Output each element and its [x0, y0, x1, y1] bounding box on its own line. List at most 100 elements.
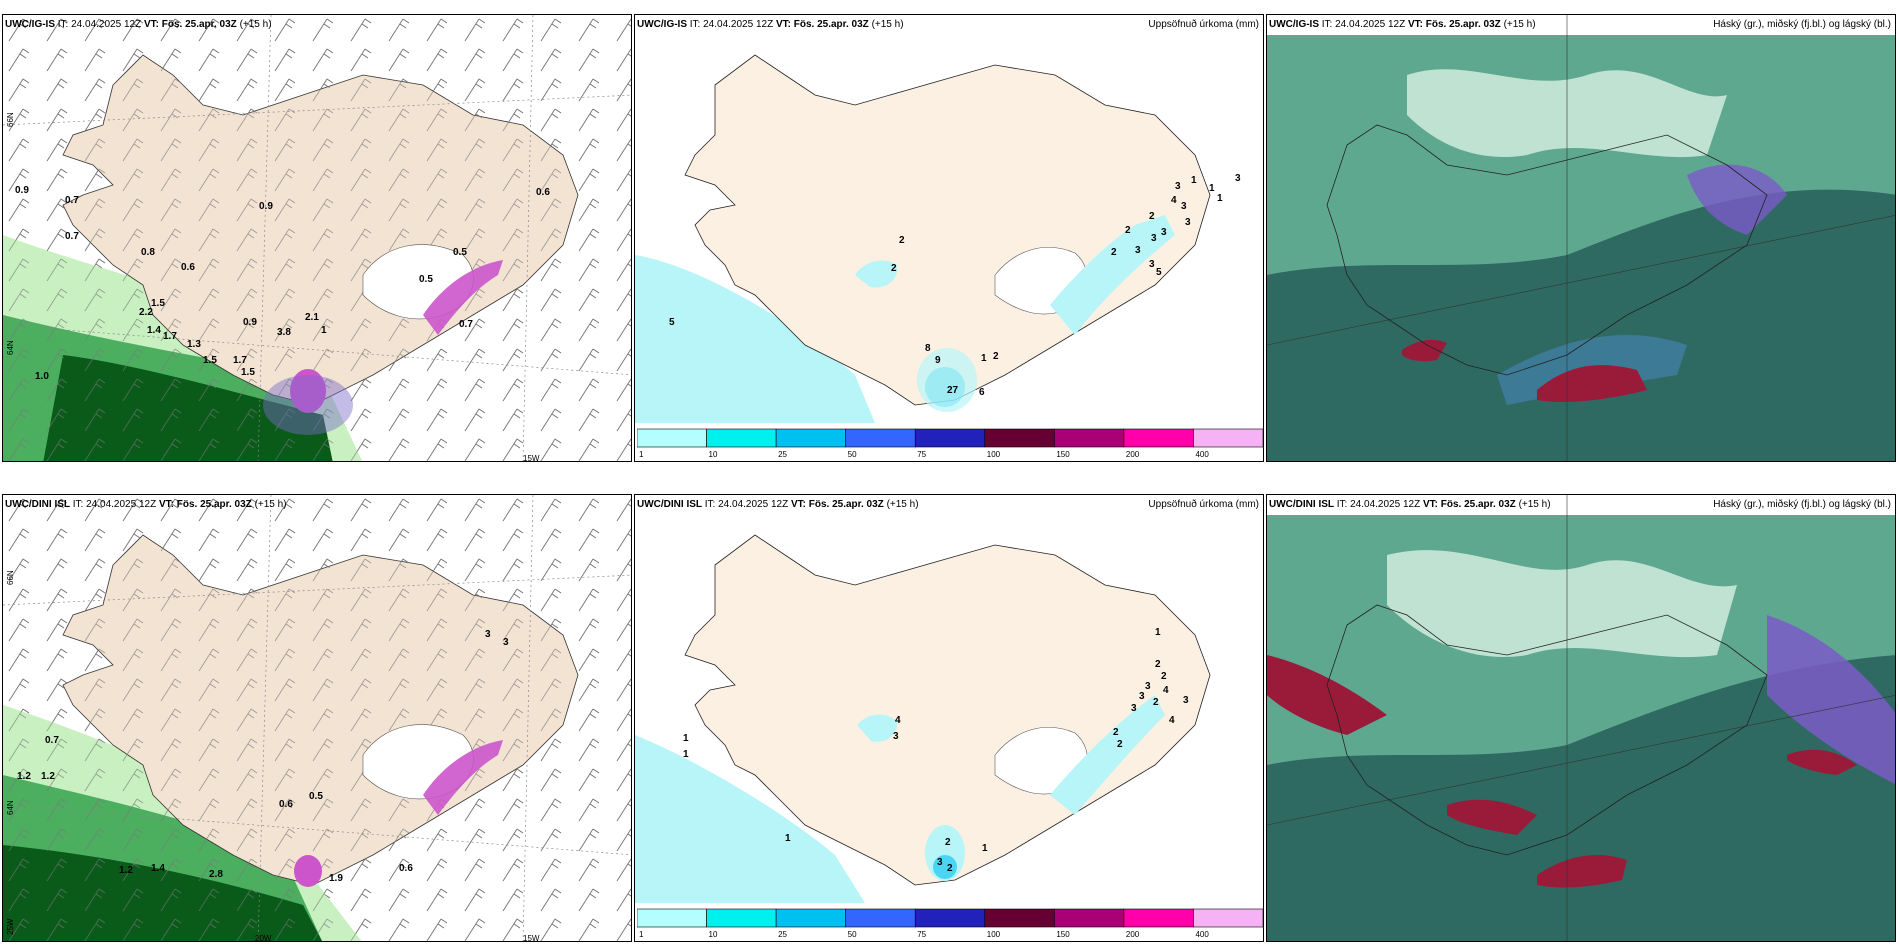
- value-label: 1: [683, 749, 689, 760]
- cloud-cover-map: [1267, 15, 1895, 461]
- lead-time: (+15 h): [1518, 499, 1551, 510]
- value-label: 1: [785, 833, 791, 844]
- panel-header: UWC/DINI ISL IT: 24.04.2025 12Z VT: Fös.…: [1269, 499, 1551, 510]
- colorbar-tick: 75: [917, 450, 926, 459]
- value-label: 3: [1175, 181, 1181, 192]
- panel-header: UWC/IG-IS IT: 24.04.2025 12Z VT: Fös. 25…: [1269, 19, 1536, 30]
- value-label: 1.2: [17, 771, 31, 782]
- iceland-outline: [1326, 604, 1768, 856]
- value-label: 1: [321, 325, 327, 336]
- value-label: 0.8: [141, 247, 155, 258]
- value-label: 2.8: [209, 869, 223, 880]
- panel-dini-wind-precip: UWC/DINI ISL IT: 24.04.2025 12Z VT: Fös.…: [2, 494, 632, 942]
- colorbar-swatch: [636, 908, 707, 928]
- wind-precip-map: 66N 64N 25W 20W 15W 0.7 1.2 1.2 0.6 0.5 1.2 1.…: [3, 495, 631, 942]
- lead-time: (+15 h): [871, 19, 904, 30]
- colorbar-tick: 50: [848, 930, 857, 939]
- colorbar-tick: 1: [639, 930, 644, 939]
- iceland-outline: [1326, 124, 1768, 376]
- valid-time: VT: Fös. 25.apr. 03Z: [158, 499, 252, 510]
- colorbar-swatch: [706, 908, 777, 928]
- colorbar-swatch: [845, 908, 916, 928]
- colorbar-graphic: 1 10 25 50 75 100 150 200 400: [636, 428, 1263, 459]
- colorbar-tick: 400: [1195, 930, 1209, 939]
- lat-66-label: 66N: [6, 570, 15, 585]
- value-label: 5: [1156, 267, 1162, 278]
- valid-time: VT: Fös. 25.apr. 03Z: [775, 19, 869, 30]
- lead-time: (+15 h): [254, 499, 287, 510]
- value-label: 0.6: [536, 187, 550, 198]
- colorbar-tick: 100: [987, 450, 1001, 459]
- lon-15-label: 15W: [523, 934, 540, 942]
- value-label: 0.9: [15, 185, 29, 196]
- colorbar-swatch: [984, 908, 1055, 928]
- value-label: 2: [1125, 225, 1131, 236]
- accum-precip-map: 1143121321223332224431: [635, 534, 1211, 922]
- value-label: 3: [1185, 217, 1191, 228]
- value-label: 0.5: [309, 791, 323, 802]
- lead-time: (+15 h): [239, 19, 272, 30]
- model-name: UWC/IG-IS: [5, 19, 55, 30]
- value-label: 2: [993, 351, 999, 362]
- panel-header: UWC/IG-IS IT: 24.04.2025 12Z VT: Fös. 25…: [637, 19, 904, 30]
- colorbar: 1 10 25 50 75 100 150 200 400: [636, 425, 1263, 459]
- colorbar-swatch: [1123, 908, 1194, 928]
- value-label: 3: [1135, 245, 1141, 256]
- panel-header: UWC/DINI ISL IT: 24.04.2025 12Z VT: Fös.…: [637, 499, 919, 510]
- field-title: Uppsöfnuð úrkoma (mm): [1148, 499, 1259, 510]
- panel-header: UWC/DINI ISL IT: 24.04.2025 12Z VT: Fös.…: [5, 499, 287, 510]
- value-label: 3: [1139, 691, 1145, 702]
- value-label: 0.5: [453, 247, 467, 258]
- value-label: 1.9: [329, 873, 343, 884]
- colorbar-tick: 75: [917, 930, 926, 939]
- value-label: 8: [925, 343, 931, 354]
- precip-value-labels: 0.90.70.90.70.80.61.52.21.41.31.71.5 1.71…: [15, 185, 550, 382]
- value-label: 1.4: [151, 863, 165, 874]
- colorbar-swatch: [1193, 908, 1263, 928]
- colorbar-swatch: [984, 428, 1055, 448]
- panel-dini-accum-precip: UWC/DINI ISL IT: 24.04.2025 12Z VT: Fös.…: [634, 494, 1264, 942]
- lat-64-label: 64N: [6, 340, 15, 355]
- panel-igis-wind-precip: UWC/IG-IS IT: 24.04.2025 12Z VT: Fös. 25…: [2, 14, 632, 462]
- colorbar-swatch: [1123, 428, 1194, 448]
- value-label: 3: [1183, 695, 1189, 706]
- value-label: 3: [503, 637, 509, 648]
- lead-time: (+15 h): [886, 499, 919, 510]
- value-label: 3: [1131, 703, 1137, 714]
- value-label: 2: [1117, 739, 1123, 750]
- value-label: 3: [1235, 173, 1241, 184]
- value-label: 2: [945, 837, 951, 848]
- colorbar-tick: 1: [639, 450, 644, 459]
- value-label: 1.7: [233, 355, 247, 366]
- value-label: 1.5: [241, 367, 255, 378]
- colorbar-tick: 25: [778, 450, 787, 459]
- colorbar-swatch: [1054, 428, 1125, 448]
- field-title: Uppsöfnuð úrkoma (mm): [1148, 19, 1259, 30]
- model-name: UWC/DINI ISL: [5, 499, 70, 510]
- colorbar-graphic: 1 10 25 50 75 100 150 200 400: [636, 908, 1263, 939]
- value-label: 4: [1169, 715, 1175, 726]
- value-label: 1: [1155, 627, 1161, 638]
- init-time: IT: 24.04.2025 12Z: [57, 19, 142, 30]
- colorbar-tick: 100: [987, 930, 1001, 939]
- colorbar-swatch: [845, 428, 916, 448]
- value-label: 1.5: [203, 355, 217, 366]
- precip-value-labels: 0.7 1.2 1.2 0.6 0.5 1.2 1.4 2.8 1.9 0.6 3 3: [17, 629, 509, 884]
- value-label: 2: [1155, 659, 1161, 670]
- valid-time: VT: Fös. 25.apr. 03Z: [1407, 19, 1501, 30]
- colorbar-swatch: [914, 908, 986, 928]
- value-label: 5: [669, 317, 675, 328]
- value-label: 0.7: [65, 231, 79, 242]
- value-label: 0.6: [399, 863, 413, 874]
- colorbar-swatch: [1054, 908, 1125, 928]
- value-label: 2: [1153, 697, 1159, 708]
- colorbar-tick: 200: [1126, 930, 1140, 939]
- colorbar-swatch: [775, 428, 846, 448]
- value-label: 27: [947, 385, 959, 396]
- value-label: 6: [979, 387, 985, 398]
- colorbar-tick: 25: [778, 930, 787, 939]
- value-label: 0.9: [243, 317, 257, 328]
- colorbar-tick: 400: [1195, 450, 1209, 459]
